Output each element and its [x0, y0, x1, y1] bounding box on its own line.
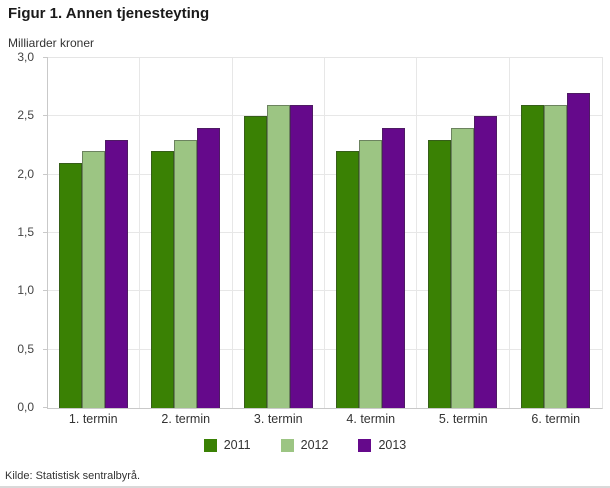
y-tick-mark — [43, 290, 48, 292]
bar-2012-6-termin — [544, 104, 568, 408]
x-tick-label: 3. termin — [253, 412, 303, 426]
y-tick-mark — [43, 407, 48, 408]
bar-2011-6-termin — [521, 104, 545, 408]
bar-group-1-termin — [48, 58, 141, 408]
bar-2013-3-termin — [289, 104, 313, 408]
legend-swatch-2012 — [280, 438, 294, 452]
y-tick-label: 0,0 — [17, 400, 34, 414]
bar-2011-2-termin — [151, 151, 175, 408]
legend-label-2012: 2012 — [300, 438, 329, 452]
y-tick-label: 1,0 — [17, 283, 34, 298]
bar-2012-4-termin — [359, 139, 383, 408]
x-axis-labels: 1. termin 2. termin 3. termin 4. termin 5. t… — [47, 412, 602, 426]
bar-2013-2-termin — [197, 128, 221, 408]
bar-group-2-termin — [140, 58, 233, 408]
y-axis-unit-label: Milliarder kroner — [8, 36, 95, 50]
y-tick-mark — [43, 348, 48, 350]
legend-item-2012: 2012 — [280, 438, 329, 452]
x-tick-label: 4. termin — [346, 412, 396, 426]
x-tick-label: 5. termin — [438, 412, 488, 426]
bar-group-3-termin — [233, 58, 325, 408]
x-tick-label: 1. termin — [68, 412, 118, 426]
gridline-y-1,5 — [48, 232, 602, 233]
bar-2011-1-termin — [59, 163, 83, 408]
bar-2012-2-termin — [174, 139, 198, 408]
y-tick-mark — [43, 173, 48, 175]
x-tick-label: 6. termin — [531, 412, 581, 426]
gridline-y-2,0 — [48, 173, 602, 175]
chart-title: Figur 1. Annen tjenesteyting — [8, 5, 210, 22]
bar-2012-5-termin — [451, 128, 475, 408]
gridline-y-1,0 — [48, 290, 602, 292]
gridline-y-0,5 — [48, 348, 602, 350]
legend-item-2011: 2011 — [203, 438, 251, 452]
y-tick-label: 1,5 — [17, 225, 34, 239]
legend-swatch-2011 — [203, 438, 217, 452]
y-tick-mark — [43, 232, 48, 233]
plot-area: 0,0 0,5 1,0 1,5 2,0 2,5 3,0 — [17, 50, 603, 414]
bar-2013-5-termin — [474, 116, 498, 408]
bar-group-5-termin — [417, 58, 510, 408]
bar-2011-3-termin — [243, 116, 267, 408]
bar-group-4-termin — [325, 58, 418, 408]
y-tick-label: 2,0 — [17, 166, 34, 181]
legend-swatch-2013 — [358, 438, 372, 452]
x-tick-label: 2. termin — [161, 412, 211, 426]
bar-group-6-termin — [510, 58, 602, 408]
bar-2011-5-termin — [428, 139, 452, 408]
gridline-y-2,5 — [48, 115, 602, 117]
y-tick-mark — [43, 115, 48, 117]
bar-2013-1-termin — [105, 139, 129, 408]
bar-2011-4-termin — [336, 151, 360, 408]
y-tick-label: 2,5 — [17, 108, 34, 123]
chart-legend: 2011 2012 2013 — [0, 438, 610, 452]
legend-label-2013: 2013 — [378, 438, 407, 452]
source-note: Kilde: Statistisk sentralbyrå. — [5, 470, 141, 482]
bar-2013-6-termin — [567, 93, 591, 408]
bar-2013-4-termin — [382, 128, 406, 408]
y-tick-mark — [43, 57, 48, 58]
y-tick-label: 3,0 — [17, 50, 34, 64]
bar-2012-3-termin — [266, 104, 290, 408]
bar-2012-1-termin — [82, 151, 106, 408]
legend-item-2013: 2013 — [358, 438, 406, 452]
legend-label-2011: 2011 — [223, 438, 251, 452]
y-tick-label: 0,5 — [17, 341, 34, 356]
